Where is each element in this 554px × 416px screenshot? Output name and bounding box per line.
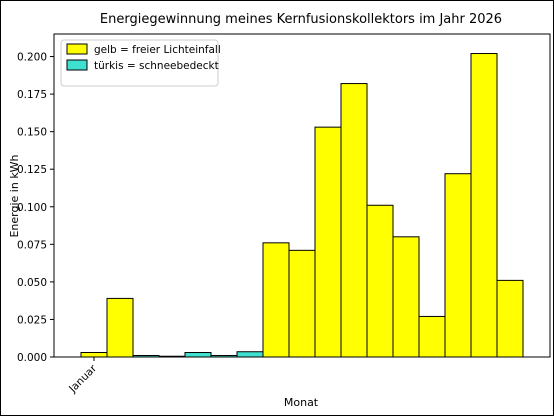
bar-9 — [288, 249, 316, 358]
legend-swatch — [66, 43, 88, 55]
chart-title: Energiegewinnung meines Kernfusionskolle… — [100, 12, 502, 27]
bar-11 — [340, 83, 368, 358]
x-axis-label: Monat — [284, 396, 319, 409]
y-tick-label: 0.025 — [17, 314, 47, 326]
bar-8 — [262, 242, 290, 358]
bar-14 — [418, 315, 446, 358]
legend-label: gelb = freier Lichteinfall — [94, 44, 221, 56]
bar-12 — [366, 204, 394, 358]
y-tick-label: 0.125 — [17, 164, 47, 176]
legend-label: türkis = schneebedeckt — [94, 60, 219, 72]
y-tick-label: 0.050 — [17, 277, 47, 289]
plot-area-border — [53, 33, 551, 358]
y-tick-label: 0.150 — [17, 127, 47, 139]
x-axis-ticks: Januar — [66, 357, 100, 396]
legend-swatch — [66, 59, 88, 71]
y-tick-label: 0.000 — [17, 352, 47, 364]
y-axis-label: Energie in kWh — [8, 154, 21, 237]
bar-17 — [496, 279, 524, 358]
legend: gelb = freier Lichteinfall türkis = schne… — [60, 39, 221, 87]
bar-7 — [236, 351, 264, 358]
y-tick-label: 0.200 — [17, 52, 47, 64]
bars-layer — [80, 53, 524, 358]
bar-2 — [106, 297, 134, 358]
y-tick-label: 0.175 — [17, 89, 47, 101]
bar-1 — [80, 351, 108, 358]
bar-5 — [184, 351, 212, 358]
y-tick-label: 0.100 — [17, 202, 47, 214]
x-tick-label: Januar — [66, 362, 99, 395]
bar-13 — [392, 236, 420, 358]
y-axis-ticks: 0.000 0.025 0.050 0.075 0.100 0.125 0.150 0.175… — [17, 52, 54, 364]
y-tick-label: 0.075 — [17, 239, 47, 251]
bar-16 — [470, 53, 498, 358]
bar-15 — [444, 173, 472, 358]
legend-box — [60, 39, 219, 87]
bar-10 — [314, 126, 342, 358]
